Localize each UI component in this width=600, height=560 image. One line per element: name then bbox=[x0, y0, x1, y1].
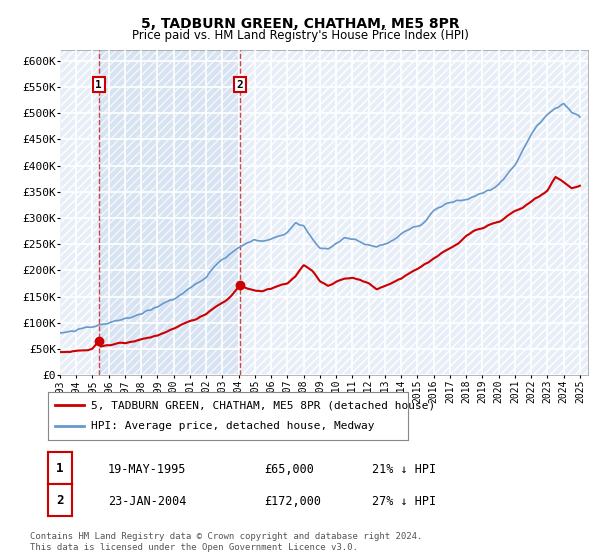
Text: 23-JAN-2004: 23-JAN-2004 bbox=[108, 494, 187, 508]
Text: Contains HM Land Registry data © Crown copyright and database right 2024.
This d: Contains HM Land Registry data © Crown c… bbox=[30, 533, 422, 552]
Text: 1: 1 bbox=[95, 80, 102, 90]
Text: Price paid vs. HM Land Registry's House Price Index (HPI): Price paid vs. HM Land Registry's House … bbox=[131, 29, 469, 42]
Text: 21% ↓ HPI: 21% ↓ HPI bbox=[372, 463, 436, 476]
Text: 27% ↓ HPI: 27% ↓ HPI bbox=[372, 494, 436, 508]
Text: 2: 2 bbox=[56, 493, 64, 507]
Text: 5, TADBURN GREEN, CHATHAM, ME5 8PR: 5, TADBURN GREEN, CHATHAM, ME5 8PR bbox=[140, 17, 460, 31]
Text: HPI: Average price, detached house, Medway: HPI: Average price, detached house, Medw… bbox=[91, 421, 374, 431]
Text: 19-MAY-1995: 19-MAY-1995 bbox=[108, 463, 187, 476]
Text: £172,000: £172,000 bbox=[264, 494, 321, 508]
Text: £65,000: £65,000 bbox=[264, 463, 314, 476]
Text: 2: 2 bbox=[236, 80, 243, 90]
Text: 5, TADBURN GREEN, CHATHAM, ME5 8PR (detached house): 5, TADBURN GREEN, CHATHAM, ME5 8PR (deta… bbox=[91, 400, 436, 410]
Bar bbox=[98, 50, 240, 375]
Text: 1: 1 bbox=[56, 461, 64, 475]
